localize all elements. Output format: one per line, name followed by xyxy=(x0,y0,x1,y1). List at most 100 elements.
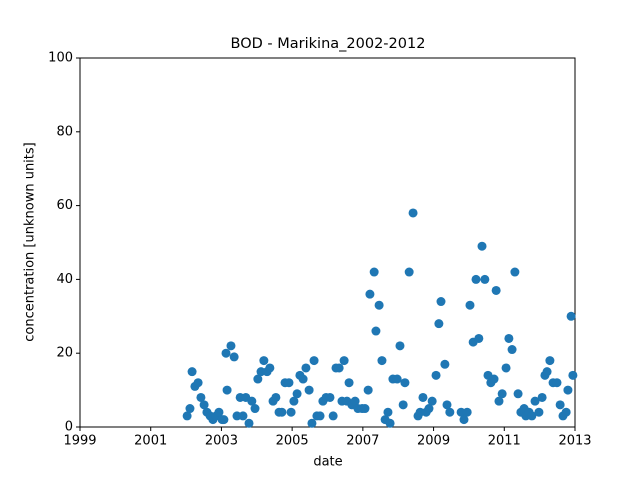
point xyxy=(431,370,441,380)
y-tick-label: 100 xyxy=(48,51,73,66)
point xyxy=(315,411,325,421)
point xyxy=(501,363,511,373)
point xyxy=(534,407,544,417)
point xyxy=(187,367,197,377)
chart-title: BOD - Marikina_2002-2012 xyxy=(231,36,426,52)
point xyxy=(222,385,232,395)
point xyxy=(298,374,308,384)
x-tick-label: 2009 xyxy=(417,434,450,449)
point xyxy=(292,389,302,399)
point xyxy=(365,289,375,299)
x-tick-label: 2001 xyxy=(134,434,167,449)
point xyxy=(182,411,192,421)
point xyxy=(350,396,360,406)
point xyxy=(545,356,555,366)
point xyxy=(395,341,405,351)
point xyxy=(398,400,408,410)
point xyxy=(385,418,395,428)
x-tick-label: 2013 xyxy=(558,434,591,449)
point xyxy=(250,404,260,414)
point xyxy=(494,396,504,406)
point xyxy=(325,392,335,402)
point xyxy=(459,415,469,425)
point xyxy=(537,392,547,402)
point xyxy=(289,396,299,406)
point xyxy=(360,404,370,414)
point xyxy=(465,300,475,310)
point xyxy=(199,400,209,410)
point xyxy=(383,407,393,417)
point xyxy=(196,392,206,402)
point xyxy=(480,274,490,284)
point xyxy=(424,404,434,414)
point xyxy=(442,400,452,410)
y-tick-label: 20 xyxy=(56,346,73,361)
point xyxy=(504,333,514,343)
point xyxy=(542,367,552,377)
x-tick-label: 2005 xyxy=(276,434,309,449)
point xyxy=(445,407,455,417)
point xyxy=(265,363,275,373)
point xyxy=(400,378,410,388)
point xyxy=(404,267,414,277)
point xyxy=(436,297,446,307)
point xyxy=(462,407,472,417)
point xyxy=(477,241,487,251)
point xyxy=(408,208,418,218)
point xyxy=(363,385,373,395)
point xyxy=(392,374,402,384)
point xyxy=(253,374,263,384)
point xyxy=(301,363,311,373)
point xyxy=(527,411,537,421)
point xyxy=(344,378,354,388)
point xyxy=(309,356,319,366)
y-tick-label: 0 xyxy=(65,420,73,435)
point xyxy=(334,363,344,373)
point xyxy=(555,400,565,410)
point xyxy=(304,385,314,395)
point xyxy=(229,352,239,362)
point xyxy=(244,418,254,428)
point xyxy=(440,359,450,369)
point xyxy=(489,374,499,384)
y-tick-label: 40 xyxy=(56,272,73,287)
point xyxy=(193,378,203,388)
point xyxy=(339,356,349,366)
point xyxy=(427,396,437,406)
point xyxy=(286,407,296,417)
x-tick-label: 2007 xyxy=(346,434,379,449)
x-axis-label: date xyxy=(313,455,342,470)
point xyxy=(568,370,578,380)
point xyxy=(377,356,387,366)
point xyxy=(434,319,444,329)
point xyxy=(561,407,571,417)
point xyxy=(510,267,520,277)
point xyxy=(563,385,573,395)
point xyxy=(238,411,248,421)
point xyxy=(185,404,195,414)
point xyxy=(418,392,428,402)
point xyxy=(219,415,229,425)
point xyxy=(497,389,507,399)
point xyxy=(566,311,576,321)
x-tick-label: 2003 xyxy=(205,434,238,449)
point xyxy=(369,267,379,277)
point xyxy=(513,389,523,399)
x-tick-label: 1999 xyxy=(63,434,96,449)
point xyxy=(284,378,294,388)
point xyxy=(307,418,317,428)
y-axis-label: concentration [unknown units] xyxy=(23,142,38,341)
point xyxy=(214,407,224,417)
point xyxy=(221,348,231,358)
plot-frame xyxy=(79,57,576,428)
point xyxy=(530,396,540,406)
point xyxy=(271,392,281,402)
point xyxy=(374,300,384,310)
x-tick-label: 2011 xyxy=(488,434,521,449)
point xyxy=(474,333,484,343)
point xyxy=(328,411,338,421)
point xyxy=(371,326,381,336)
point xyxy=(552,378,562,388)
point xyxy=(471,274,481,284)
